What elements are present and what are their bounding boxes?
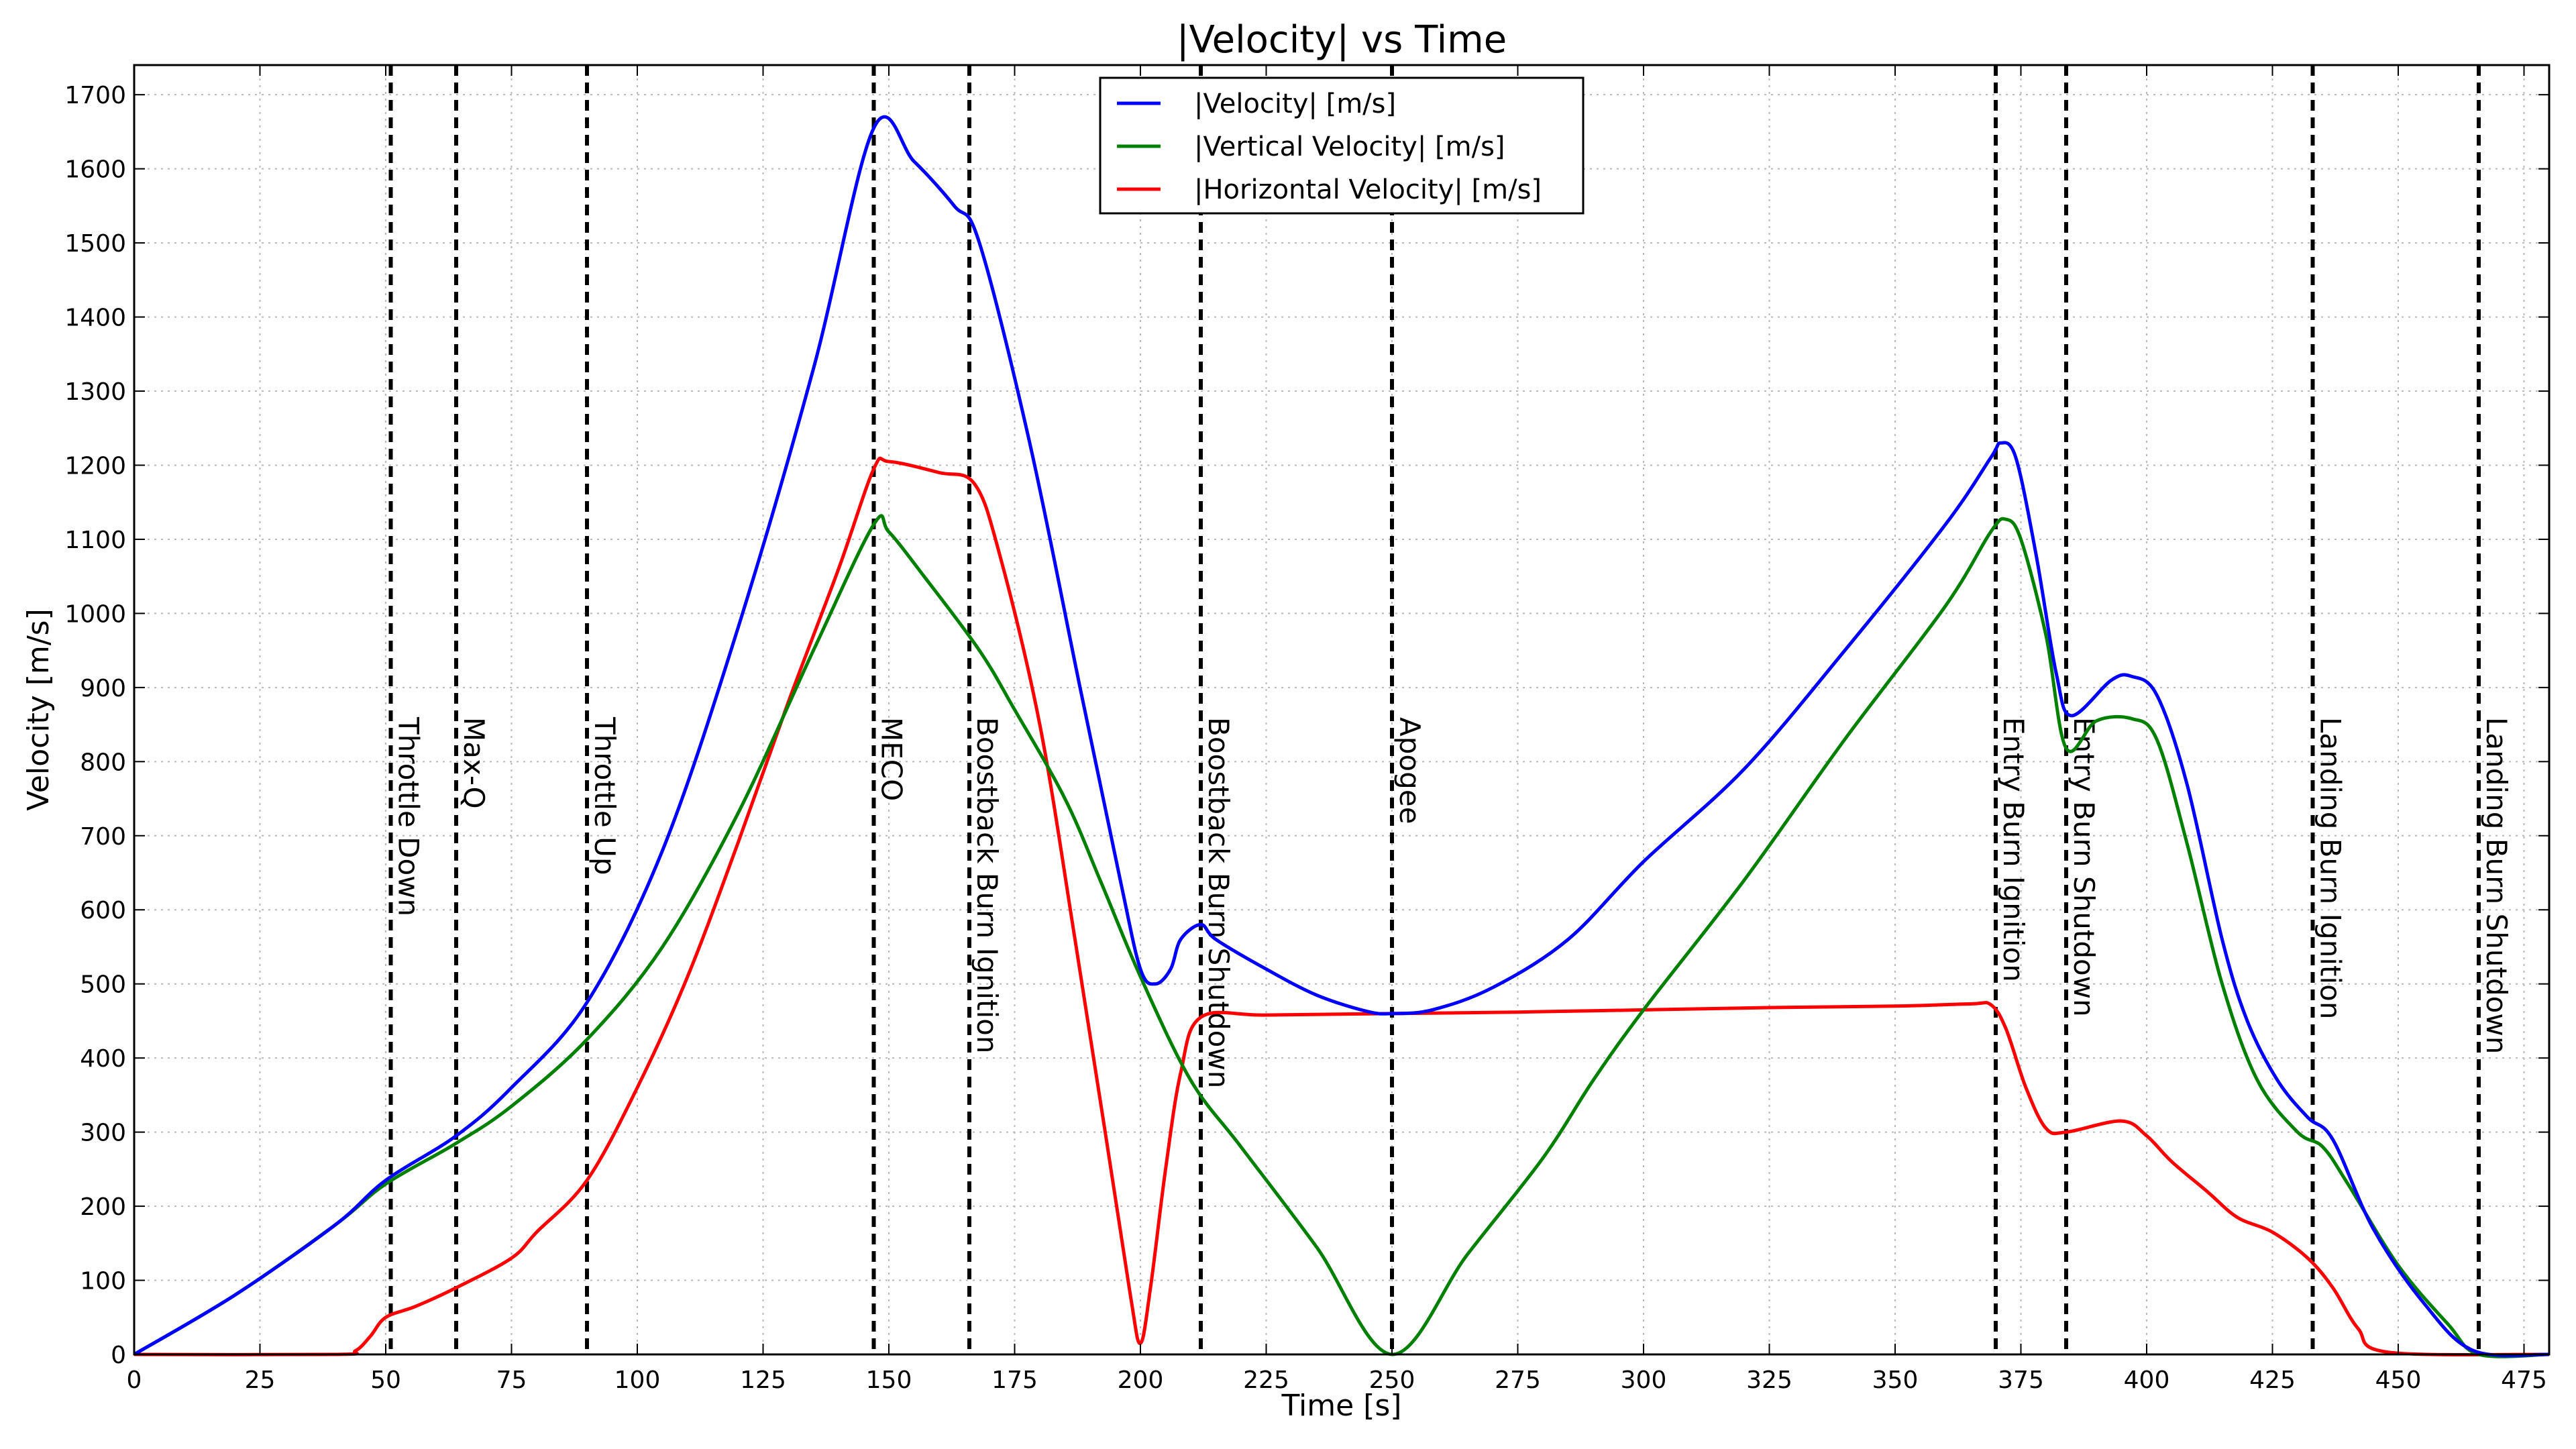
- x-tick-label: 0: [127, 1366, 142, 1394]
- y-tick-label: 600: [80, 897, 126, 924]
- x-tick-label: 175: [991, 1366, 1038, 1394]
- x-tick-label: 25: [245, 1366, 276, 1394]
- y-tick-label: 1600: [64, 156, 126, 184]
- x-tick-label: 400: [2124, 1366, 2170, 1394]
- legend-box: [1099, 76, 1585, 215]
- event-label: Entry Burn Shutdown: [2068, 717, 2100, 1017]
- x-tick-label: 50: [370, 1366, 401, 1394]
- x-tick-label: 250: [1369, 1366, 1415, 1394]
- legend: |Velocity| [m/s] |Vertical Velocity| [m/s…: [1099, 76, 1585, 215]
- event-label: Landing Burn Ignition: [2314, 717, 2347, 1019]
- x-tick-label: 125: [740, 1366, 786, 1394]
- y-tick-label: 400: [80, 1045, 126, 1073]
- x-tick-label: 200: [1118, 1366, 1164, 1394]
- y-tick-label: 300: [80, 1120, 126, 1147]
- y-tick-label: 1200: [64, 452, 126, 480]
- x-tick-label: 75: [496, 1366, 527, 1394]
- event-label: Boostback Burn Shutdown: [1202, 717, 1235, 1088]
- x-tick-label: 450: [2375, 1366, 2422, 1394]
- x-tick-label: 100: [614, 1366, 661, 1394]
- horizontal-velocity-line: [133, 456, 2550, 1357]
- axis-ticks: 0 25 50 75 100 125 150 175 200 225 250 275 300 325 350…: [64, 65, 2549, 1394]
- y-tick-label: 900: [80, 675, 126, 702]
- x-tick-label: 325: [1746, 1366, 1792, 1394]
- x-tick-label: 275: [1495, 1366, 1541, 1394]
- legend-label: |Horizontal Velocity| [m/s]: [1194, 174, 1542, 205]
- plot-area: [134, 65, 2549, 1354]
- legend-label: |Vertical Velocity| [m/s]: [1194, 131, 1505, 162]
- y-tick-label: 500: [80, 971, 126, 999]
- x-tick-label: 375: [1998, 1366, 2044, 1394]
- x-tick-label: 150: [866, 1366, 912, 1394]
- y-tick-label: 700: [80, 823, 126, 851]
- event-label: Max-Q: [458, 717, 490, 809]
- y-tick-label: 0: [111, 1342, 126, 1369]
- y-tick-label: 1700: [64, 82, 126, 109]
- chart-title: |Velocity| vs Time: [1177, 18, 1507, 62]
- x-axis-label: Time [s]: [1281, 1389, 1402, 1423]
- x-tick-label: 425: [2249, 1366, 2296, 1394]
- y-tick-label: 1300: [64, 378, 126, 406]
- x-tick-label: 300: [1621, 1366, 1667, 1394]
- x-tick-label: 350: [1872, 1366, 1919, 1394]
- event-label: Apogee: [1393, 717, 1426, 824]
- y-tick-label: 1400: [64, 305, 126, 332]
- event-label: Throttle Up: [588, 716, 621, 875]
- series-lines: [133, 115, 2550, 1358]
- y-axis-label: Velocity [m/s]: [21, 608, 56, 811]
- y-tick-label: 1000: [64, 600, 126, 628]
- legend-label: |Velocity| [m/s]: [1194, 89, 1396, 119]
- y-tick-label: 1100: [64, 527, 126, 554]
- y-tick-label: 800: [80, 749, 126, 776]
- event-label: Boostback Burn Ignition: [971, 717, 1004, 1053]
- event-label: Throttle Down: [392, 716, 425, 916]
- x-tick-label: 225: [1243, 1366, 1289, 1394]
- event-label: Entry Burn Ignition: [1997, 717, 2030, 982]
- velocity-line: [133, 115, 2550, 1358]
- y-tick-label: 1500: [64, 230, 126, 258]
- y-tick-label: 200: [80, 1193, 126, 1221]
- event-label: MECO: [875, 717, 908, 801]
- event-label: Landing Burn Shutdown: [2480, 717, 2513, 1054]
- vertical-velocity-line: [133, 514, 2550, 1358]
- plot-frame: [133, 64, 2551, 1356]
- x-tick-label: 475: [2501, 1366, 2547, 1394]
- y-tick-label: 100: [80, 1268, 126, 1295]
